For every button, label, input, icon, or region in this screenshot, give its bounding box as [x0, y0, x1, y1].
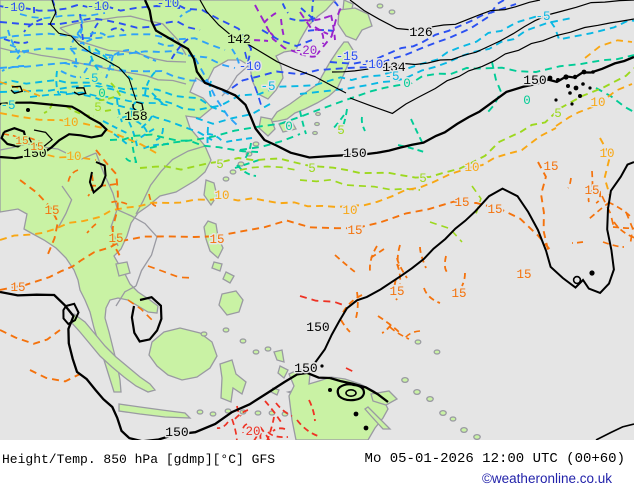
- svg-text:10: 10: [599, 147, 614, 161]
- svg-text:10: 10: [342, 204, 357, 218]
- svg-text:15: 15: [543, 160, 558, 174]
- svg-text:5: 5: [554, 107, 562, 121]
- svg-text:150: 150: [294, 361, 317, 376]
- svg-text:20: 20: [245, 425, 260, 439]
- svg-text:15: 15: [487, 203, 502, 217]
- svg-text:10: 10: [66, 150, 81, 164]
- svg-text:-10: -10: [87, 0, 110, 14]
- svg-text:134: 134: [382, 60, 406, 75]
- svg-text:0: 0: [523, 94, 531, 108]
- svg-text:150: 150: [165, 425, 188, 440]
- svg-text:150: 150: [523, 73, 546, 88]
- svg-text:15: 15: [516, 268, 531, 282]
- svg-text:-5: -5: [384, 70, 399, 84]
- svg-text:-5: -5: [260, 80, 275, 94]
- svg-text:15: 15: [584, 184, 599, 198]
- svg-text:0: 0: [98, 87, 106, 101]
- svg-text:0: 0: [403, 77, 411, 91]
- svg-text:5: 5: [308, 162, 316, 176]
- svg-text:0: 0: [285, 120, 293, 134]
- svg-text:15: 15: [15, 136, 28, 148]
- svg-text:15: 15: [108, 232, 123, 246]
- svg-text:5: 5: [94, 101, 102, 115]
- svg-text:-10: -10: [361, 58, 384, 72]
- svg-text:-10: -10: [3, 1, 26, 15]
- svg-text:10: 10: [590, 96, 605, 110]
- svg-text:15: 15: [454, 196, 469, 210]
- svg-text:142: 142: [227, 32, 250, 47]
- svg-text:15: 15: [44, 204, 59, 218]
- svg-text:126: 126: [409, 25, 432, 40]
- svg-text:-10: -10: [157, 0, 180, 11]
- svg-text:150: 150: [306, 320, 329, 335]
- svg-text:-5: -5: [83, 72, 98, 86]
- svg-text:-15: -15: [336, 50, 359, 64]
- svg-text:15: 15: [209, 233, 224, 247]
- svg-text:150: 150: [343, 146, 366, 161]
- svg-text:15: 15: [30, 142, 43, 154]
- svg-text:10: 10: [464, 161, 479, 175]
- svg-text:158: 158: [124, 109, 147, 124]
- svg-text:5: 5: [216, 158, 224, 172]
- svg-text:15: 15: [10, 281, 25, 295]
- svg-text:-10: -10: [239, 60, 262, 74]
- svg-text:5: 5: [337, 124, 345, 138]
- svg-text:150: 150: [23, 146, 46, 161]
- svg-text:10: 10: [214, 189, 229, 203]
- svg-text:-5: -5: [535, 10, 550, 24]
- svg-text:-5: -5: [0, 99, 15, 113]
- svg-text:15: 15: [451, 287, 466, 301]
- svg-text:15: 15: [347, 224, 362, 238]
- svg-text:10: 10: [63, 116, 78, 130]
- svg-text:15: 15: [389, 285, 404, 299]
- svg-text:-20: -20: [295, 44, 318, 58]
- svg-text:5: 5: [419, 172, 427, 186]
